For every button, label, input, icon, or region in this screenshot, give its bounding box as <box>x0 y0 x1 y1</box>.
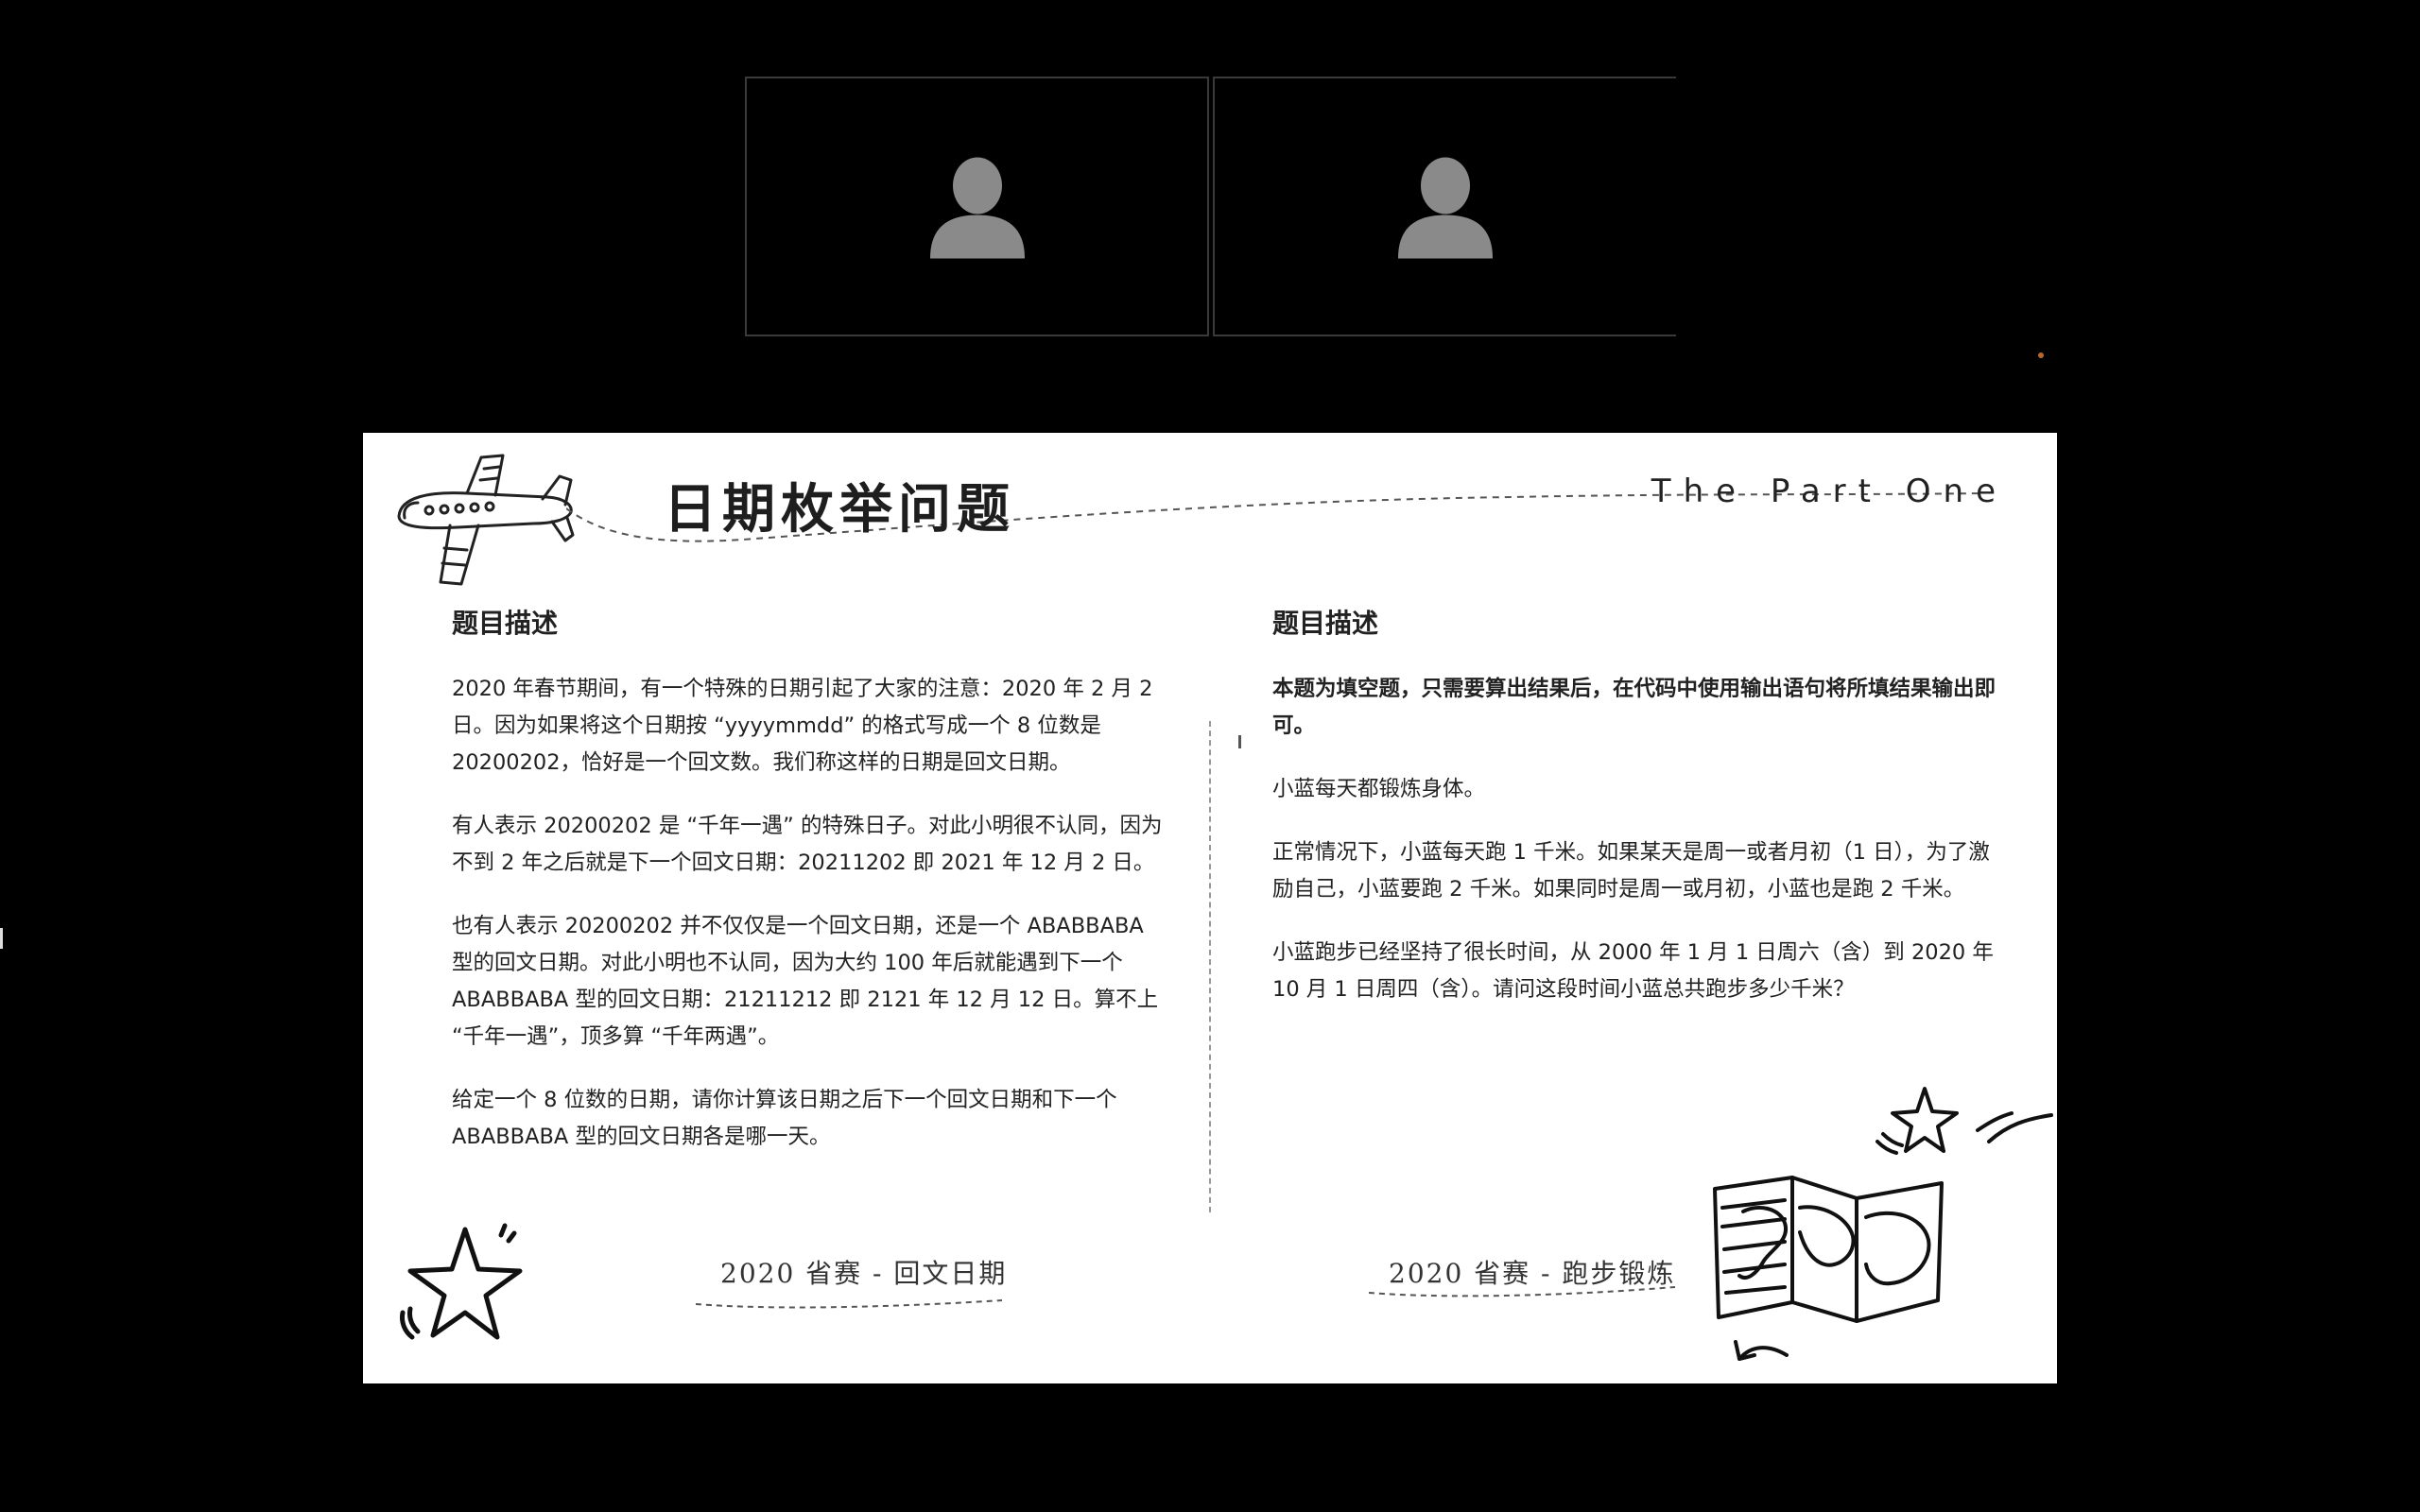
left-paragraph-4: 给定一个 8 位数的日期，请你计算该日期之后下一个回文日期和下一个 ABABBA… <box>452 1088 1117 1149</box>
left-paragraph-1: 2020 年春节期间，有一个特殊的日期引起了大家的注意：2020 年 2 月 2… <box>452 677 1153 775</box>
map-icon <box>1713 1176 1944 1361</box>
right-problem: 题目描述 本题为填空题，只需要算出结果后，在代码中使用输出语句将所填结果输出即可… <box>1272 603 2010 1035</box>
slide-title: 日期枚举问题 <box>664 478 1015 541</box>
left-footer-caption: 2020 省赛 - 回文日期 <box>720 1258 1008 1289</box>
star-icon <box>400 1223 523 1340</box>
user-avatar-icon <box>929 157 1025 258</box>
left-paragraph-2: 有人表示 20200202 是 “千年一遇” 的特殊日子。对此小明很不认同，因为… <box>452 814 1163 875</box>
right-paragraph-3: 小蓝跑步已经坚持了很长时间，从 2000 年 1 月 1 日周六（含）到 202… <box>1272 940 1994 1002</box>
right-paragraph-1: 小蓝每天都锻炼身体。 <box>1272 777 1486 801</box>
user-avatar-icon <box>1398 157 1493 258</box>
left-heading: 题目描述 <box>452 608 559 639</box>
divider-tick <box>1238 735 1241 748</box>
right-paragraph-2: 正常情况下，小蓝每天跑 1 千米。如果某天是周一或者月初（1 日），为了激励自己… <box>1272 840 1990 902</box>
airplane-icon <box>397 454 575 586</box>
right-bold-note: 本题为填空题，只需要算出结果后，在代码中使用输出语句将所填结果输出即可。 <box>1272 677 1996 738</box>
video-tile-1[interactable] <box>745 77 1209 336</box>
left-footer-underline <box>695 1299 1003 1309</box>
status-dot <box>2038 352 2044 358</box>
right-footer-underline <box>1368 1286 1676 1297</box>
shared-slide: 日期枚举问题 The Part One 题目描述 2020 年春节期间，有一个特… <box>363 433 2057 1383</box>
part-label: The Part One <box>1651 472 2008 510</box>
left-problem: 题目描述 2020 年春节期间，有一个特殊的日期引起了大家的注意：2020 年 … <box>452 603 1170 1182</box>
right-heading: 题目描述 <box>1272 608 1379 639</box>
edge-marker <box>0 928 3 949</box>
flight-path-decoration <box>566 492 1984 542</box>
star-icon <box>1876 1087 2053 1155</box>
left-paragraph-3: 也有人表示 20200202 并不仅仅是一个回文日期，还是一个 ABABBABA… <box>452 914 1159 1049</box>
right-footer-caption: 2020 省赛 - 跑步锻炼 <box>1389 1258 1676 1289</box>
video-tile-2[interactable] <box>1213 77 1676 336</box>
column-divider <box>1209 721 1211 1212</box>
